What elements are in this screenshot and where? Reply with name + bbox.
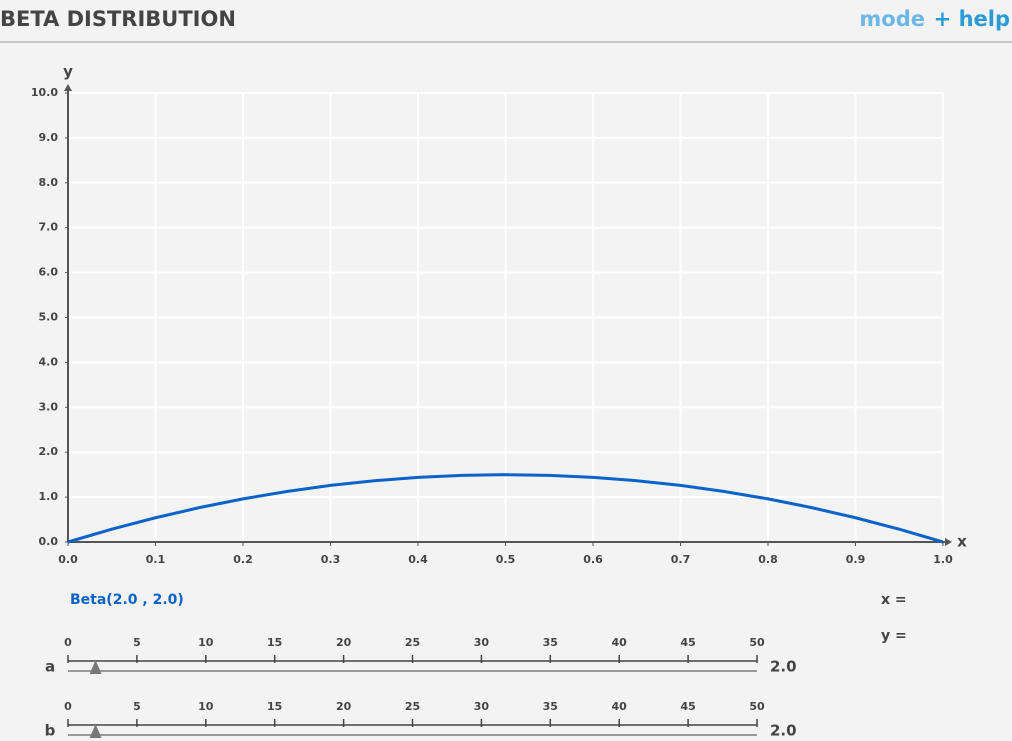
slider-tick-label: 15: [267, 636, 282, 649]
x-readout: x =: [881, 592, 907, 608]
help-button[interactable]: + help: [934, 7, 1010, 31]
y-tick-label: 7.0: [39, 221, 59, 234]
y-tick-label: 0.0: [39, 535, 59, 548]
slider-tick-label: 0: [64, 700, 72, 713]
y-tick-label: 6.0: [39, 266, 59, 279]
x-tick-label: 0.4: [408, 553, 428, 566]
x-tick-label: 0.6: [583, 553, 603, 566]
y-tick-label: 3.0: [39, 400, 59, 413]
slider-tick-label: 30: [474, 700, 490, 713]
y-axis-label: y: [63, 63, 73, 81]
x-tick-label: 1.0: [933, 553, 953, 566]
slider-tick-label: 35: [543, 700, 558, 713]
slider-tick-label: 20: [336, 700, 352, 713]
y-tick-label: 2.0: [39, 445, 59, 458]
slider-tick-label: 30: [474, 636, 490, 649]
pdf-curve: [67, 473, 944, 544]
slider-value: 2.0: [770, 658, 797, 676]
slider-thumb[interactable]: [89, 724, 102, 738]
y-axis-arrow: [64, 84, 72, 91]
mode-button[interactable]: mode: [859, 7, 925, 31]
slider-tick-label: 0: [64, 636, 72, 649]
x-tick-label: 0.5: [496, 553, 516, 566]
slider-tick-label: 5: [133, 636, 141, 649]
x-tick-label: 0.3: [321, 553, 341, 566]
slider-tick-label: 45: [680, 700, 695, 713]
slider-tick-label: 50: [749, 636, 765, 649]
y-tick-label: 9.0: [39, 131, 59, 144]
x-tick-label: 0.1: [146, 553, 166, 566]
slider-tick-label: 40: [612, 700, 628, 713]
x-axis-label: x: [957, 533, 967, 551]
slider-value: 2.0: [770, 722, 797, 740]
x-tick-label: 0.8: [758, 553, 778, 566]
y-tick-label: 5.0: [39, 311, 59, 324]
slider-tick-label: 10: [198, 700, 214, 713]
x-axis-arrow: [945, 538, 952, 546]
slider-tick-label: 5: [133, 700, 141, 713]
app-title: BETA DISTRIBUTION: [0, 7, 236, 31]
slider-tick-label: 35: [543, 636, 558, 649]
slider-thumb[interactable]: [89, 660, 102, 674]
slider-tick-label: 10: [198, 636, 214, 649]
y-tick-label: 4.0: [39, 355, 59, 368]
slider-tick-label: 25: [405, 636, 420, 649]
slider-tick-label: 25: [405, 700, 420, 713]
slider-tick-label: 20: [336, 636, 352, 649]
y-tick-label: 8.0: [39, 176, 59, 189]
curve-legend: Beta(2.0 , 2.0): [70, 592, 184, 608]
slider-name: a: [45, 658, 55, 676]
slider-tick-label: 40: [612, 636, 628, 649]
y-readout: y =: [881, 628, 907, 644]
slider-tick-label: 45: [680, 636, 695, 649]
x-tick-label: 0.2: [233, 553, 253, 566]
slider-name: b: [45, 722, 56, 740]
slider-tick-label: 50: [749, 700, 765, 713]
x-tick-label: 0.0: [58, 553, 78, 566]
y-tick-label: 1.0: [39, 490, 59, 503]
slider-tick-label: 15: [267, 700, 282, 713]
x-tick-label: 0.7: [671, 553, 691, 566]
y-tick-label: 10.0: [31, 86, 58, 99]
x-tick-label: 0.9: [846, 553, 866, 566]
